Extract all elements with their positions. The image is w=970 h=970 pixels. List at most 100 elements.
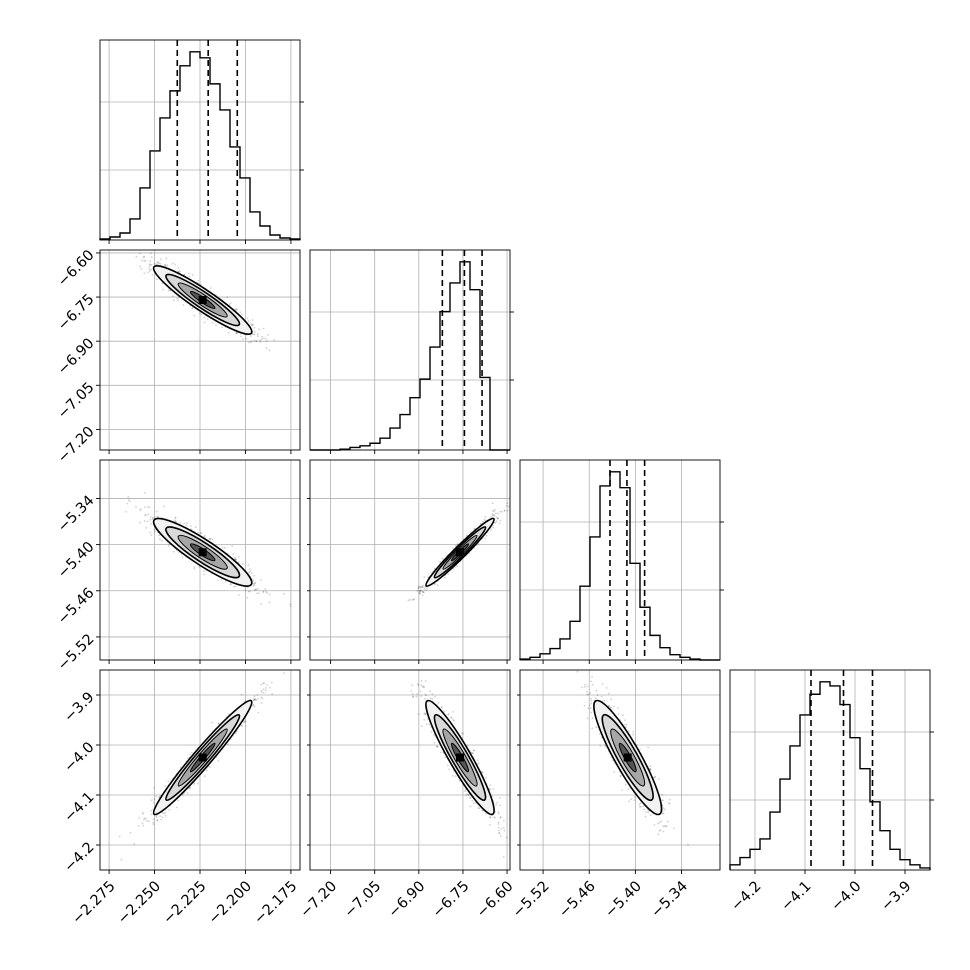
sample-point xyxy=(215,324,217,327)
sample-point xyxy=(165,257,168,260)
sample-point xyxy=(441,557,444,560)
sample-point xyxy=(171,262,174,265)
sample-point xyxy=(128,500,131,503)
sample-point xyxy=(197,532,200,534)
sample-point xyxy=(143,817,146,820)
sample-point xyxy=(198,566,201,568)
sample-point xyxy=(235,558,238,561)
sample-point xyxy=(443,576,446,579)
sample-point xyxy=(191,307,194,310)
sample-point xyxy=(164,785,167,787)
sample-point xyxy=(245,337,248,340)
sample-point xyxy=(153,516,156,519)
sample-point xyxy=(490,516,493,518)
sample-point xyxy=(142,256,145,258)
sample-point xyxy=(246,596,249,599)
histogram-step xyxy=(519,471,720,661)
sample-point xyxy=(202,570,205,572)
sample-point xyxy=(229,583,232,586)
sample-point xyxy=(270,681,273,684)
sample-point xyxy=(151,517,154,519)
sample-point xyxy=(263,682,265,685)
sample-point xyxy=(255,340,258,343)
sample-point xyxy=(139,508,142,510)
sample-point xyxy=(473,749,475,752)
sample-point xyxy=(155,510,158,513)
sample-point xyxy=(162,288,164,291)
sample-point xyxy=(252,698,255,701)
sample-point xyxy=(194,526,197,529)
sample-point xyxy=(424,712,427,715)
sample-point xyxy=(413,598,416,601)
sample-point xyxy=(149,516,152,518)
sample-point xyxy=(271,693,274,696)
scatter-content xyxy=(118,672,285,861)
sample-point xyxy=(419,590,421,592)
sample-point xyxy=(193,566,196,569)
sample-point xyxy=(489,816,491,819)
sample-point xyxy=(139,265,142,268)
sample-point xyxy=(193,314,196,317)
sample-point xyxy=(150,799,153,802)
sample-point xyxy=(252,585,255,587)
sample-point xyxy=(450,716,453,719)
sample-point xyxy=(250,323,252,325)
sample-point xyxy=(436,745,438,748)
sample-point xyxy=(229,302,232,305)
sample-point xyxy=(200,532,202,535)
sample-point xyxy=(499,816,502,819)
sample-point xyxy=(138,252,141,255)
sample-point xyxy=(236,332,238,335)
sample-point xyxy=(150,523,153,525)
sample-point xyxy=(425,712,427,715)
sample-point xyxy=(211,538,214,541)
sample-point xyxy=(493,509,496,511)
sample-point xyxy=(206,318,209,321)
sample-point xyxy=(419,589,422,592)
sample-point xyxy=(471,799,474,802)
sample-point xyxy=(247,590,250,593)
sample-point xyxy=(473,527,476,530)
sample-point xyxy=(251,578,254,580)
sample-point xyxy=(155,816,158,818)
sample-point xyxy=(439,561,441,563)
sample-point xyxy=(259,339,262,341)
sample-point xyxy=(260,683,263,686)
sample-point xyxy=(152,802,155,804)
sample-point xyxy=(424,680,427,682)
sample-point xyxy=(153,262,156,265)
sample-point xyxy=(137,825,140,827)
sample-point xyxy=(191,751,193,754)
sample-point xyxy=(129,831,132,834)
density-peak xyxy=(198,548,207,557)
sample-point xyxy=(205,769,208,772)
sample-point xyxy=(263,337,265,340)
sample-point xyxy=(159,538,161,541)
sample-point xyxy=(164,812,167,814)
sample-point xyxy=(142,824,145,827)
sample-point xyxy=(253,574,256,577)
sample-point xyxy=(239,311,242,314)
sample-point xyxy=(149,263,152,266)
sample-point xyxy=(514,859,516,861)
sample-point xyxy=(491,502,494,505)
sample-point xyxy=(246,586,249,589)
sample-point xyxy=(262,591,265,593)
sample-point xyxy=(149,531,152,534)
sample-point xyxy=(150,813,153,816)
sample-point xyxy=(260,691,263,694)
histogram-panel xyxy=(99,39,304,244)
sample-point xyxy=(143,492,146,494)
sample-point xyxy=(150,268,152,271)
sample-point xyxy=(169,289,172,292)
sample-point xyxy=(416,589,419,592)
sample-point xyxy=(150,534,153,536)
sample-point xyxy=(425,589,427,591)
sample-point xyxy=(248,341,250,344)
sample-point xyxy=(507,505,510,508)
sample-point xyxy=(148,506,151,508)
sample-point xyxy=(423,576,426,579)
sample-point xyxy=(174,263,177,266)
scatter-panel xyxy=(96,249,301,454)
sample-point xyxy=(265,347,268,350)
